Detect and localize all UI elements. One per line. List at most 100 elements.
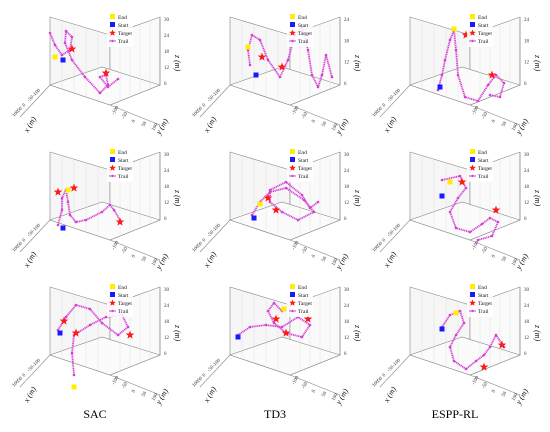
legend-trail-label: Trail <box>478 39 489 45</box>
target-marker <box>71 328 81 337</box>
target-marker <box>53 187 63 196</box>
legend-target-label: Target <box>298 31 312 37</box>
x-axis-line <box>379 354 411 388</box>
z-tick-label: 24 <box>524 304 530 309</box>
z-tick-label: 6 <box>524 82 527 87</box>
legend-start-swatch <box>110 292 115 297</box>
legend-target-label: Target <box>118 166 132 172</box>
trail-point <box>70 58 74 62</box>
x-tick-label: 0 <box>22 238 28 244</box>
trail-point <box>100 210 104 214</box>
column-title-espp-rl: ESPP-RL <box>432 407 479 421</box>
trail-point <box>464 367 468 371</box>
x-axis-label: x (m) <box>21 385 38 405</box>
trail-point <box>63 41 67 45</box>
y-tick-label: -50 <box>121 381 129 390</box>
legend-end-swatch <box>470 284 475 289</box>
z-tick-label: 18 <box>344 185 350 190</box>
trail-point <box>284 180 288 184</box>
trail-point <box>60 208 64 212</box>
x-tick-label: 50 <box>197 376 204 383</box>
legend-trail-label: Trail <box>118 309 129 315</box>
trail-point <box>308 323 312 327</box>
z-tick-label: 30 <box>164 153 170 158</box>
trail-point <box>53 43 57 47</box>
y-tick-label: 50 <box>321 121 328 128</box>
end-marker <box>451 26 457 32</box>
x-axis-line <box>199 84 231 118</box>
legend-target-swatch <box>109 164 116 171</box>
start-marker <box>253 72 259 78</box>
z-tick-label: 30 <box>344 288 350 293</box>
legend: End Start Target Trail <box>467 11 493 47</box>
z-tick-label: 12 <box>524 61 530 66</box>
target-marker <box>457 177 467 186</box>
x-tick-label: -50 <box>27 365 36 374</box>
y-tick-label: -50 <box>481 111 489 120</box>
z-tick-label: 18 <box>344 320 350 325</box>
trail-point <box>126 325 130 329</box>
trail-point <box>250 33 254 37</box>
trail-point <box>456 196 460 200</box>
trail-point <box>496 220 500 224</box>
z-tick-label: 12 <box>524 336 530 341</box>
trail-point <box>316 200 320 204</box>
legend-start-label: Start <box>298 158 309 164</box>
legend-target-swatch <box>289 29 296 36</box>
z-axis-label: z (m) <box>353 324 362 342</box>
trail-point <box>458 309 462 313</box>
x-tick-label: -50 <box>207 230 216 239</box>
y-tick-label: -50 <box>301 381 309 390</box>
legend-target-label: Target <box>478 166 492 172</box>
z-tick-label: 18 <box>524 320 530 325</box>
legend-trail-label: Trail <box>298 174 309 180</box>
legend: End Start Target Trail <box>107 11 133 47</box>
y-tick-label: -100 <box>471 375 480 386</box>
legend-trail-dot <box>111 309 114 313</box>
legend-end-swatch <box>290 149 295 154</box>
y-tick-label: -100 <box>291 105 300 116</box>
x-axis-line <box>19 219 51 253</box>
trail-point <box>308 206 312 210</box>
trail-point <box>112 208 116 212</box>
legend-end-label: End <box>478 285 487 291</box>
trail-point <box>324 53 328 57</box>
z-tick-label: 6 <box>344 352 347 357</box>
legend-start-swatch <box>290 157 295 162</box>
x-tick-label: -100 <box>32 88 42 98</box>
trail-point <box>72 373 76 377</box>
y-tick-label: 50 <box>501 121 508 128</box>
legend-start-label: Start <box>478 158 489 164</box>
trail-point <box>98 75 102 79</box>
legend-end-label: End <box>298 150 307 156</box>
start-marker <box>437 84 443 90</box>
z-tick-label: 6 <box>524 217 527 222</box>
column-title-sac: SAC <box>83 407 106 421</box>
trail-point <box>266 309 270 313</box>
y-tick-label: 50 <box>321 256 328 263</box>
z-tick-label: 18 <box>164 320 170 325</box>
end-marker <box>257 201 263 207</box>
y-tick-label: -50 <box>301 246 309 255</box>
trail-point <box>70 35 74 39</box>
trail-point <box>48 31 52 35</box>
trail-point <box>456 73 460 77</box>
y-axis-line <box>469 374 521 396</box>
z-axis-label: z (m) <box>533 189 542 207</box>
y-tick-label: -50 <box>301 111 309 120</box>
x-tick-label: 50 <box>377 376 384 383</box>
trail-point <box>452 359 456 363</box>
trail-point <box>248 63 252 67</box>
trail-point <box>454 226 458 230</box>
legend-end-label: End <box>298 15 307 21</box>
legend-end-label: End <box>478 15 487 21</box>
trail-point <box>448 313 452 317</box>
trail-point <box>286 58 290 62</box>
z-axis-label: z (m) <box>353 189 362 207</box>
legend-start-label: Start <box>298 23 309 29</box>
trail-point <box>300 335 304 339</box>
z-tick-label: 12 <box>164 66 170 71</box>
